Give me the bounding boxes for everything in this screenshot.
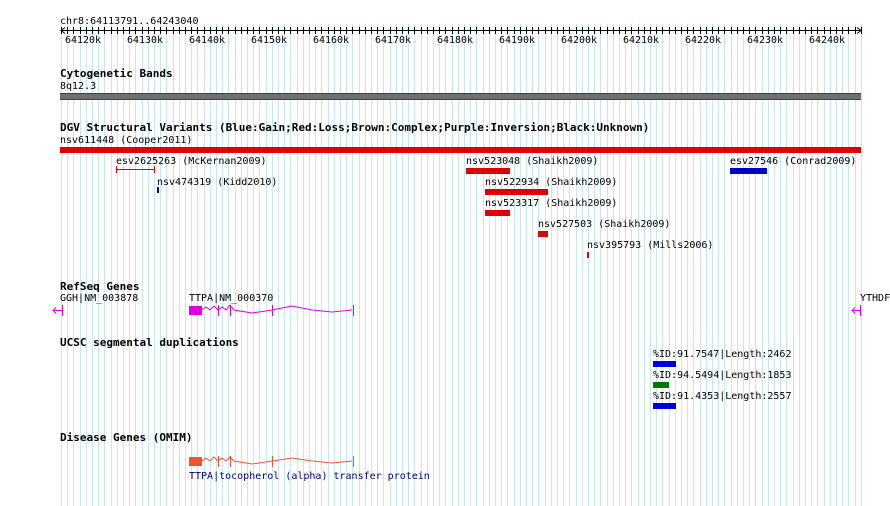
refseq-gene-ttpa xyxy=(189,304,354,316)
track-title-dgv[interactable]: DGV Structural Variants (Blue:Gain;Red:L… xyxy=(60,121,650,134)
ruler-tick-label: 64180k xyxy=(437,35,473,46)
segdup-label: %ID:94.5494|Length:1853 xyxy=(653,370,792,381)
cytoband-label: 8q12.3 xyxy=(60,81,97,92)
segdup-label: %ID:91.7547|Length:2462 xyxy=(653,349,792,360)
dgv-variant-end-tick xyxy=(154,166,155,173)
dgv-variant-label: nsv527503 (Shaikh2009) xyxy=(538,219,671,230)
segdup-bar[interactable] xyxy=(653,403,676,409)
omim-gene-model[interactable] xyxy=(0,454,890,470)
dgv-variant-label: nsv395793 (Mills2006) xyxy=(587,240,714,251)
ruler-tick-label: 64210k xyxy=(623,35,659,46)
dgv-variant-bar[interactable] xyxy=(730,168,767,174)
track-title-cytobands[interactable]: Cytogenetic Bands xyxy=(60,67,173,80)
ruler-tick-label: 64140k xyxy=(189,35,225,46)
ruler-tick-label: 64120k xyxy=(65,35,101,46)
refseq-gene-ggh xyxy=(52,305,63,316)
refseq-gene-ythdf3 xyxy=(851,305,861,316)
dgv-variant-label: nsv522934 (Shaikh2009) xyxy=(485,177,618,188)
refseq-gene-label: YTHDF3 xyxy=(860,293,890,304)
dgv-variant-bar[interactable] xyxy=(485,210,510,216)
ruler-tick-label: 64190k xyxy=(499,35,535,46)
cytoband-bar[interactable] xyxy=(60,93,861,100)
position-label: chr8:64113791..64243040 xyxy=(60,16,199,27)
track-title-omim[interactable]: Disease Genes (OMIM) xyxy=(60,431,193,444)
dgv-wide-variant-bar[interactable] xyxy=(60,147,861,153)
dgv-variant-line[interactable] xyxy=(116,169,155,170)
ruler-tick-label: 64240k xyxy=(809,35,845,46)
dgv-variant-tick[interactable] xyxy=(157,187,159,193)
dgv-variant-bar[interactable] xyxy=(485,189,548,195)
track-title-segdups[interactable]: UCSC segmental duplications xyxy=(60,336,239,349)
refseq-gene-models[interactable] xyxy=(0,301,890,321)
segdup-label: %ID:91.4353|Length:2557 xyxy=(653,391,792,402)
dgv-variant-bar[interactable] xyxy=(466,168,510,174)
refseq-gene-label: TTPA|NM_000370 xyxy=(189,293,274,304)
dgv-variant-label: nsv523048 (Shaikh2009) xyxy=(466,156,599,167)
dgv-wide-variant-label: nsv611448 (Cooper2011) xyxy=(60,135,193,146)
base-ruler[interactable]: 64120k 64130k 64140k 64150k 64160k 64170k 6418… xyxy=(0,24,890,74)
ruler-tick-label: 64220k xyxy=(685,35,721,46)
ruler-tick-label: 64130k xyxy=(127,35,163,46)
dgv-variant-label: esv2625263 (McKernan2009) xyxy=(116,156,267,167)
ruler-tick-label: 64200k xyxy=(561,35,597,46)
ruler-tick-label: 64230k xyxy=(747,35,783,46)
ruler-tick-label: 64170k xyxy=(375,35,411,46)
segdup-bar[interactable] xyxy=(653,361,676,367)
dgv-variant-label: nsv474319 (Kidd2010) xyxy=(157,177,278,188)
ruler-tick-label: 64160k xyxy=(313,35,349,46)
ruler-tick-label: 64150k xyxy=(251,35,287,46)
refseq-gene-label: GGH|NM_003878 xyxy=(60,293,139,304)
dgv-variant-label: esv27546 (Conrad2009) xyxy=(730,156,857,167)
track-title-refseq[interactable]: RefSeq Genes xyxy=(60,280,140,293)
segdup-bar[interactable] xyxy=(653,382,669,388)
dgv-variant-label: nsv523317 (Shaikh2009) xyxy=(485,198,618,209)
dgv-variant-bar[interactable] xyxy=(538,231,548,237)
dgv-variant-start-tick xyxy=(116,166,117,173)
omim-gene-label[interactable]: TTPA|tocopherol (alpha) transfer protein xyxy=(189,471,430,482)
dgv-variant-tick[interactable] xyxy=(587,252,589,258)
